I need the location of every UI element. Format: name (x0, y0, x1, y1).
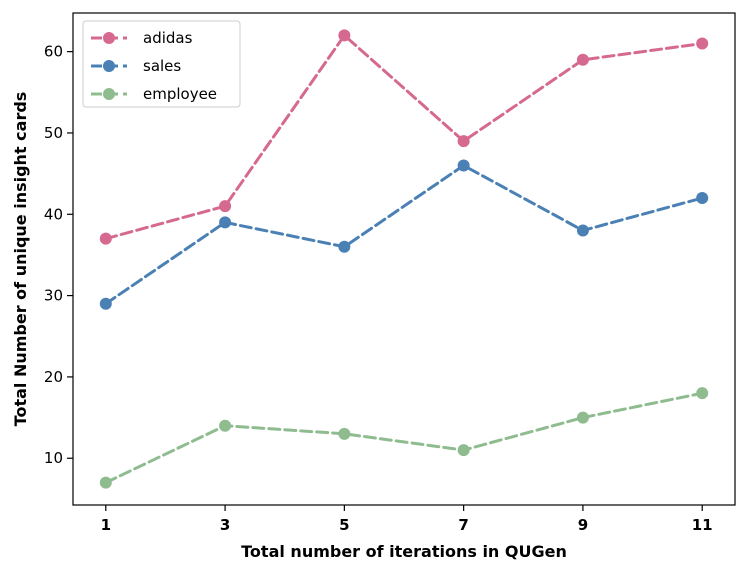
series-line-sales (104, 163, 704, 306)
x-tick-label: 11 (692, 516, 713, 534)
x-tick-label: 9 (578, 516, 588, 534)
y-tick-label: 30 (44, 287, 63, 305)
legend-frame (82, 20, 241, 108)
series-line-employee (104, 391, 704, 485)
data-point-employee (338, 427, 351, 440)
data-point-adidas (219, 200, 232, 213)
legend: adidas sales employee (82, 20, 241, 108)
y-tick-label: 20 (44, 368, 63, 386)
legend-label-adidas: adidas (143, 29, 193, 47)
plot-frame (72, 12, 736, 506)
y-tick-label: 10 (44, 449, 63, 467)
y-tick-label: 40 (44, 205, 63, 223)
x-tick-label: 1 (101, 516, 111, 534)
data-point-adidas (338, 29, 351, 42)
data-point-employee (219, 419, 232, 432)
legend-label-sales: sales (143, 57, 181, 75)
data-point-adidas (99, 232, 112, 245)
axis-ticks: 1 3 5 7 9 11 10 20 30 40 50 60 (44, 43, 713, 534)
y-tick-label: 50 (44, 124, 63, 142)
data-point-employee (99, 476, 112, 489)
x-tick-label: 5 (339, 516, 349, 534)
data-point-adidas (457, 135, 470, 148)
x-tick-label: 3 (220, 516, 230, 534)
data-point-sales (576, 224, 589, 237)
y-axis-label: Total Number of unique insight cards (11, 92, 30, 427)
legend-marker-sales (103, 60, 115, 72)
data-point-adidas (696, 37, 709, 50)
legend-label-employee: employee (143, 85, 217, 103)
data-point-employee (576, 411, 589, 424)
x-tick-label: 7 (458, 516, 468, 534)
data-point-employee (696, 387, 709, 400)
data-point-sales (219, 216, 232, 229)
data-point-sales (338, 240, 351, 253)
data-point-employee (457, 444, 470, 457)
x-axis-label: Total number of iterations in QUGen (241, 542, 567, 561)
data-point-adidas (576, 53, 589, 66)
data-point-sales (99, 297, 112, 310)
chart-marks (99, 29, 709, 489)
legend-marker-adidas (103, 32, 115, 44)
legend-marker-employee (103, 88, 115, 100)
data-point-sales (696, 192, 709, 205)
y-tick-label: 60 (44, 43, 63, 61)
series-line-adidas (104, 33, 704, 241)
data-point-sales (457, 159, 470, 172)
